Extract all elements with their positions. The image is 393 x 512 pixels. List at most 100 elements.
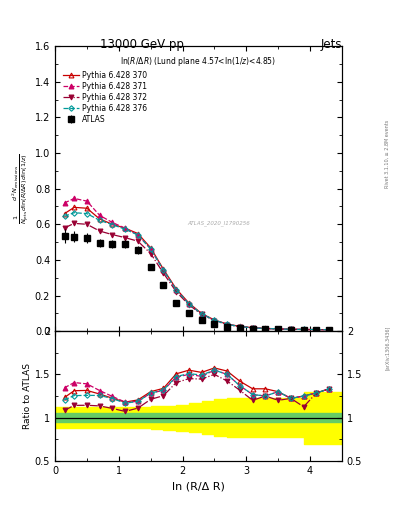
Pythia 6.428 376 — [72, 209, 77, 216]
Text: ATLAS_2020_I1790256: ATLAS_2020_I1790256 — [187, 220, 250, 226]
Text: Jets: Jets — [320, 38, 342, 51]
Pythia 6.428 371 — [72, 196, 77, 202]
Line: Pythia 6.428 370: Pythia 6.428 370 — [62, 205, 332, 332]
Pythia 6.428 371 — [161, 267, 166, 273]
Pythia 6.428 371 — [187, 301, 191, 307]
Pythia 6.428 372 — [110, 231, 115, 238]
Pythia 6.428 370 — [263, 325, 268, 331]
Pythia 6.428 376 — [314, 327, 319, 333]
Pythia 6.428 372 — [174, 289, 178, 295]
Y-axis label: Ratio to ATLAS: Ratio to ATLAS — [23, 363, 32, 429]
Pythia 6.428 372 — [250, 325, 255, 331]
Pythia 6.428 371 — [136, 232, 140, 238]
Pythia 6.428 371 — [97, 212, 102, 219]
Pythia 6.428 370 — [84, 205, 89, 211]
Pythia 6.428 370 — [110, 221, 115, 227]
Pythia 6.428 371 — [276, 326, 281, 332]
Pythia 6.428 372 — [62, 225, 67, 231]
Pythia 6.428 370 — [161, 266, 166, 272]
Pythia 6.428 371 — [301, 326, 306, 332]
Text: 13000 GeV pp: 13000 GeV pp — [99, 38, 184, 51]
Pythia 6.428 376 — [276, 326, 281, 332]
Pythia 6.428 372 — [123, 234, 127, 241]
Pythia 6.428 376 — [225, 321, 230, 327]
Pythia 6.428 371 — [263, 326, 268, 332]
Pythia 6.428 370 — [301, 326, 306, 332]
Pythia 6.428 372 — [327, 327, 332, 333]
Pythia 6.428 376 — [301, 326, 306, 332]
Pythia 6.428 376 — [97, 217, 102, 223]
Pythia 6.428 376 — [250, 325, 255, 331]
Pythia 6.428 376 — [288, 326, 293, 332]
Pythia 6.428 371 — [123, 225, 127, 231]
Pythia 6.428 372 — [161, 270, 166, 276]
Pythia 6.428 372 — [187, 302, 191, 308]
Pythia 6.428 376 — [174, 287, 178, 293]
Pythia 6.428 376 — [123, 226, 127, 232]
Pythia 6.428 370 — [212, 317, 217, 323]
Pythia 6.428 370 — [314, 327, 319, 333]
Pythia 6.428 372 — [276, 326, 281, 332]
Text: $\ln(R/\Delta R)$ (Lund plane 4.57<$\ln(1/z)$<4.85): $\ln(R/\Delta R)$ (Lund plane 4.57<$\ln(… — [120, 55, 277, 68]
Pythia 6.428 372 — [263, 326, 268, 332]
Pythia 6.428 370 — [276, 326, 281, 332]
Pythia 6.428 370 — [62, 210, 67, 217]
Pythia 6.428 376 — [327, 327, 332, 333]
Pythia 6.428 370 — [148, 245, 153, 251]
Y-axis label: $\frac{1}{N_{\rm jets}}\frac{d^2 N_{\rm emissions}}{d\ln(R/\Delta R)\,d\ln(1/z)}: $\frac{1}{N_{\rm jets}}\frac{d^2 N_{\rm … — [10, 153, 31, 224]
Pythia 6.428 370 — [225, 321, 230, 327]
Pythia 6.428 370 — [97, 216, 102, 222]
Pythia 6.428 371 — [327, 327, 332, 333]
Pythia 6.428 370 — [123, 225, 127, 231]
Pythia 6.428 372 — [301, 327, 306, 333]
Text: [arXiv:1306.3436]: [arXiv:1306.3436] — [385, 326, 390, 370]
Pythia 6.428 371 — [174, 287, 178, 293]
Pythia 6.428 371 — [212, 317, 217, 323]
Pythia 6.428 371 — [199, 311, 204, 317]
Pythia 6.428 371 — [84, 198, 89, 204]
Legend: Pythia 6.428 370, Pythia 6.428 371, Pythia 6.428 372, Pythia 6.428 376, ATLAS: Pythia 6.428 370, Pythia 6.428 371, Pyth… — [62, 70, 148, 125]
Pythia 6.428 376 — [148, 246, 153, 252]
Pythia 6.428 372 — [136, 238, 140, 244]
Pythia 6.428 372 — [199, 311, 204, 317]
Pythia 6.428 370 — [288, 326, 293, 332]
Pythia 6.428 371 — [62, 200, 67, 206]
Pythia 6.428 376 — [212, 317, 217, 323]
Pythia 6.428 371 — [250, 325, 255, 331]
X-axis label: ln (R/Δ R): ln (R/Δ R) — [172, 481, 225, 491]
Pythia 6.428 372 — [84, 221, 89, 227]
Pythia 6.428 370 — [136, 230, 140, 237]
Pythia 6.428 371 — [148, 246, 153, 252]
Pythia 6.428 370 — [250, 325, 255, 331]
Pythia 6.428 372 — [212, 317, 217, 324]
Pythia 6.428 376 — [62, 213, 67, 219]
Pythia 6.428 372 — [314, 327, 319, 333]
Pythia 6.428 371 — [110, 220, 115, 226]
Pythia 6.428 371 — [314, 327, 319, 333]
Pythia 6.428 372 — [148, 250, 153, 257]
Pythia 6.428 376 — [199, 311, 204, 317]
Line: Pythia 6.428 376: Pythia 6.428 376 — [62, 211, 331, 332]
Pythia 6.428 376 — [161, 267, 166, 273]
Pythia 6.428 376 — [84, 210, 89, 217]
Pythia 6.428 376 — [110, 222, 115, 228]
Pythia 6.428 372 — [237, 324, 242, 330]
Pythia 6.428 371 — [237, 324, 242, 330]
Pythia 6.428 371 — [288, 326, 293, 332]
Pythia 6.428 376 — [237, 324, 242, 330]
Pythia 6.428 372 — [225, 322, 230, 328]
Pythia 6.428 371 — [225, 321, 230, 327]
Pythia 6.428 370 — [174, 286, 178, 292]
Pythia 6.428 372 — [288, 326, 293, 332]
Pythia 6.428 370 — [327, 327, 332, 333]
Line: Pythia 6.428 372: Pythia 6.428 372 — [62, 221, 332, 332]
Pythia 6.428 370 — [237, 323, 242, 329]
Text: Rivet 3.1.10, ≥ 2.8M events: Rivet 3.1.10, ≥ 2.8M events — [385, 119, 390, 188]
Pythia 6.428 376 — [136, 232, 140, 238]
Pythia 6.428 372 — [72, 220, 77, 226]
Pythia 6.428 372 — [97, 228, 102, 234]
Pythia 6.428 370 — [72, 204, 77, 210]
Pythia 6.428 376 — [263, 326, 268, 332]
Pythia 6.428 376 — [187, 301, 191, 307]
Pythia 6.428 370 — [187, 300, 191, 306]
